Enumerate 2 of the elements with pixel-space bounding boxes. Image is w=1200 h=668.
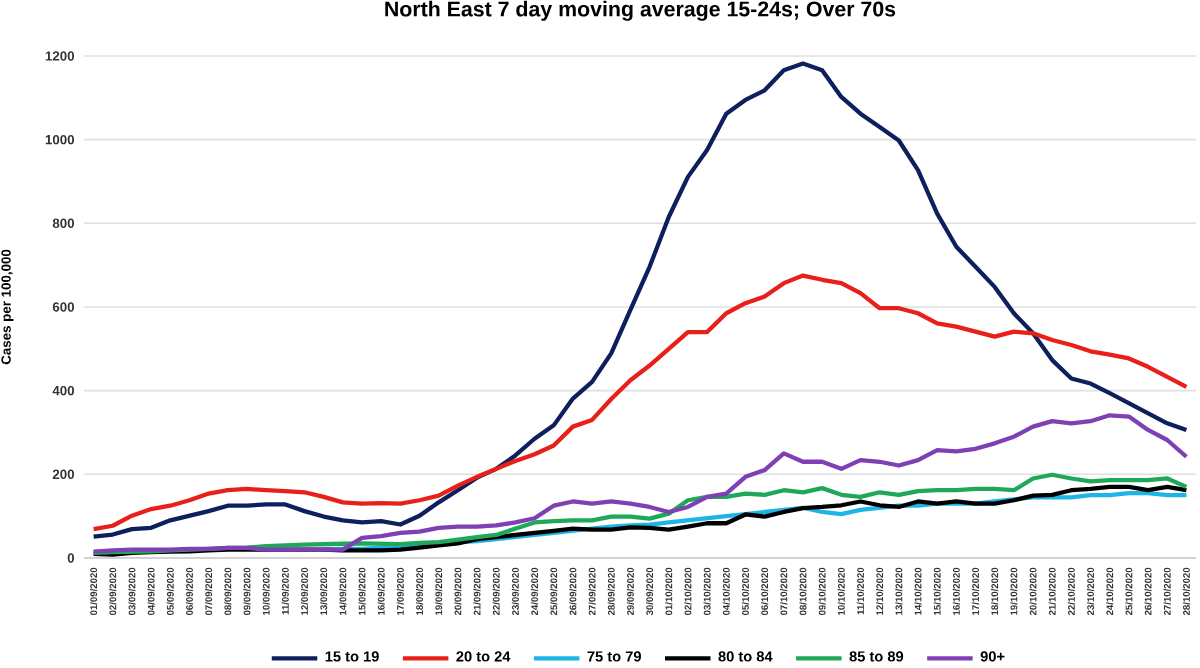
line-series — [91, 273, 1189, 532]
chart-title: North East 7 day moving average 15-24s; Over 70s — [385, 0, 896, 21]
